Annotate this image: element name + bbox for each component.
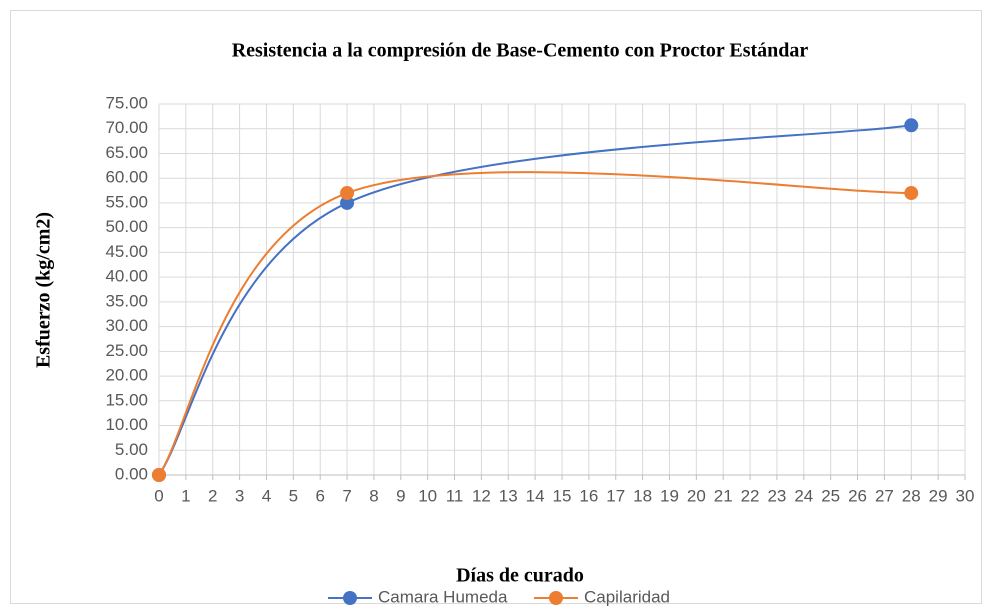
y-tick-label: 70.00 [105,118,148,137]
y-tick-label: 20.00 [105,366,148,385]
chart-border [10,10,982,604]
y-tick-label: 15.00 [105,390,148,409]
x-tick-label: 3 [235,486,244,505]
x-tick-label: 9 [396,486,405,505]
x-tick-label: 2 [208,486,217,505]
y-tick-label: 65.00 [105,143,148,162]
x-tick-label: 15 [553,486,572,505]
x-tick-label: 30 [956,486,975,505]
y-tick-label: 35.00 [105,291,148,310]
series-line [158,124,912,476]
x-tick-label: 28 [902,486,921,505]
x-tick-label: 6 [315,486,324,505]
series-line [158,171,912,476]
y-axis-label: Esfuerzo (kg/cm2) [33,212,55,368]
x-tick-label: 14 [526,486,545,505]
x-tick-label: 0 [154,486,163,505]
data-point [152,468,166,482]
x-tick-label: 24 [794,486,813,505]
legend-marker [343,591,357,605]
x-tick-label: 29 [929,486,948,505]
data-point [340,195,355,210]
legend-label: Capilaridad [584,587,670,606]
y-tick-label: 25.00 [105,341,148,360]
x-tick-label: 20 [687,486,706,505]
x-tick-label: 4 [262,486,271,505]
x-tick-label: 11 [446,486,464,505]
x-tick-label: 19 [660,486,679,505]
x-tick-label: 18 [633,486,652,505]
y-tick-label: 75.00 [105,93,148,112]
x-tick-label: 13 [499,486,518,505]
x-tick-label: 17 [606,486,625,505]
y-tick-label: 10.00 [105,415,148,434]
y-tick-label: 50.00 [105,217,148,236]
x-axis-label: Días de curado [456,565,584,587]
x-tick-label: 27 [875,486,894,505]
x-tick-label: 22 [741,486,760,505]
x-tick-label: 12 [472,486,491,505]
y-tick-label: 30.00 [105,316,148,335]
y-tick-label: 0.00 [115,464,148,483]
y-tick-label: 55.00 [105,192,148,211]
legend-marker [549,591,563,605]
x-tick-label: 7 [342,486,351,505]
y-tick-label: 40.00 [105,267,148,286]
data-point [904,186,919,201]
x-tick-label: 10 [418,486,437,505]
x-tick-label: 8 [369,486,378,505]
y-tick-label: 45.00 [105,242,148,261]
x-tick-label: 26 [848,486,867,505]
data-point [904,118,919,133]
y-tick-label: 5.00 [115,440,148,459]
x-tick-label: 25 [821,486,840,505]
legend-label: Camara Humeda [378,587,508,606]
chart-title: Resistencia a la compresión de Base-Ceme… [232,40,809,62]
x-tick-label: 23 [767,486,786,505]
y-tick-label: 60.00 [105,168,148,187]
x-tick-label: 1 [181,486,190,505]
x-tick-label: 21 [714,486,733,505]
x-tick-label: 16 [579,486,598,505]
x-tick-label: 5 [289,486,298,505]
data-point [340,186,355,201]
